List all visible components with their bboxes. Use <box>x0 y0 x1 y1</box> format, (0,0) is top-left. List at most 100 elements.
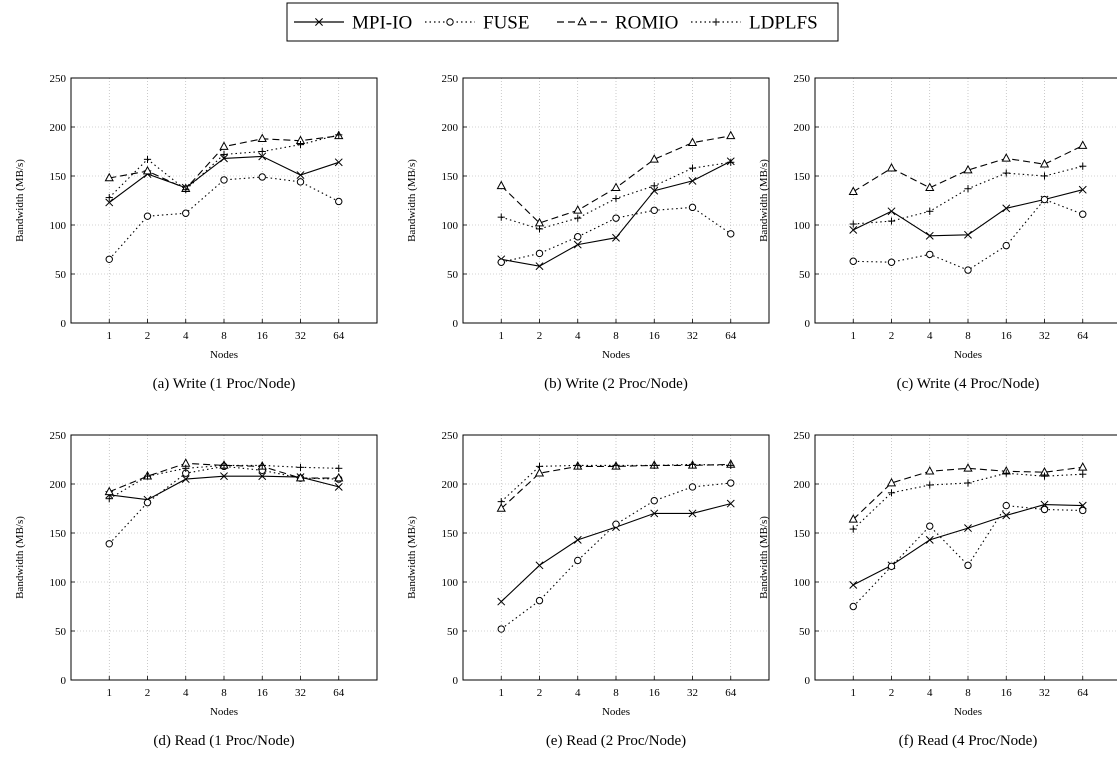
data-point <box>612 214 620 222</box>
x-tick-label: 1 <box>499 330 505 342</box>
y-tick-label: 150 <box>794 528 811 540</box>
y-tick-label: 0 <box>453 675 459 687</box>
x-axis-label: Nodes <box>210 349 238 361</box>
x-tick-label: 2 <box>537 687 543 699</box>
data-point <box>849 257 857 265</box>
data-point <box>105 495 113 503</box>
chart-caption: (a) Write (1 Proc/Node) <box>153 376 296 392</box>
data-point <box>497 213 505 221</box>
legend-item-mpi-io: MPI-IO <box>294 13 412 34</box>
data-point <box>887 258 896 266</box>
x-tick-label: 16 <box>257 330 269 342</box>
y-tick-label: 50 <box>799 626 811 638</box>
plot-frame <box>814 77 1117 324</box>
chart-panel-f: 0 50 100 150 200 250 1 2 4 8 16 32 64 Nodes Bandwidth … <box>758 430 1117 749</box>
data-point <box>1002 169 1010 177</box>
y-tick-label: 100 <box>50 577 67 589</box>
y-tick-label: 50 <box>55 626 67 638</box>
data-point <box>849 580 858 589</box>
data-point <box>963 463 973 472</box>
x-tick-label: 32 <box>295 330 306 342</box>
y-tick-label: 0 <box>61 318 67 330</box>
x-axis-label: Nodes <box>954 349 982 361</box>
data-point <box>181 475 190 484</box>
data-point <box>849 225 858 234</box>
data-point <box>964 185 972 193</box>
data-point <box>105 193 113 202</box>
data-point <box>296 171 305 179</box>
data-point <box>926 207 934 215</box>
x-tick-label: 1 <box>499 687 505 699</box>
y-tick-label: 0 <box>805 675 811 687</box>
data-point <box>257 133 267 143</box>
data-point <box>1079 162 1087 170</box>
data-point <box>1001 153 1011 162</box>
data-point <box>688 164 697 172</box>
data-point <box>964 230 972 239</box>
data-point <box>104 172 114 182</box>
chart-caption: (d) Read (1 Proc/Node) <box>153 733 294 749</box>
x-tick-label: 4 <box>183 687 189 699</box>
chart-panel-c: 0 50 100 150 200 250 1 2 4 8 16 32 64 Nodes Bandwidth … <box>758 73 1117 392</box>
data-point <box>612 461 620 469</box>
x-tick-label: 16 <box>257 687 269 699</box>
data-point <box>334 158 343 167</box>
data-point <box>612 520 620 528</box>
x-tick-label: 8 <box>221 687 227 699</box>
data-point <box>687 137 698 146</box>
legend-item-romio: ROMIO <box>557 13 678 34</box>
data-point <box>258 461 266 469</box>
series-line <box>109 464 339 500</box>
legend-marker-triangle <box>577 16 587 26</box>
data-point <box>1079 470 1087 478</box>
data-point <box>1040 172 1049 180</box>
data-point <box>964 561 972 570</box>
data-point <box>650 206 658 215</box>
data-point <box>334 472 344 482</box>
data-point <box>925 231 934 240</box>
data-point <box>688 203 697 212</box>
data-point <box>1078 140 1088 149</box>
data-point <box>573 535 582 544</box>
x-tick-label: 32 <box>1039 687 1050 699</box>
data-point <box>849 220 857 228</box>
data-point <box>925 535 934 544</box>
chart-panel-e: 0 50 100 150 200 250 1 2 4 8 16 32 64 Nodes Bandwidth … <box>406 430 770 749</box>
data-point <box>497 258 505 266</box>
data-point <box>650 509 659 518</box>
x-tick-label: 8 <box>965 687 971 699</box>
x-tick-label: 2 <box>145 687 151 699</box>
data-point <box>335 464 343 472</box>
data-point <box>220 472 228 481</box>
data-point <box>574 461 582 469</box>
y-tick-label: 150 <box>794 171 811 183</box>
data-point <box>258 173 266 181</box>
series-line <box>109 475 339 501</box>
data-point <box>574 214 582 222</box>
data-point <box>219 141 229 150</box>
data-point <box>649 154 659 163</box>
data-point <box>535 462 544 470</box>
y-tick-label: 200 <box>442 122 459 134</box>
data-point <box>926 522 934 530</box>
series-romio <box>848 140 1088 195</box>
data-point <box>535 249 544 258</box>
x-tick-label: 32 <box>1039 330 1050 342</box>
x-tick-label: 1 <box>851 687 857 699</box>
data-point <box>220 154 228 163</box>
data-point <box>727 230 735 238</box>
data-point <box>296 463 305 471</box>
data-point <box>650 182 658 190</box>
data-point <box>650 496 658 505</box>
data-point <box>688 460 697 468</box>
x-tick-label: 64 <box>333 687 345 699</box>
data-point <box>887 217 896 225</box>
data-point <box>964 524 972 533</box>
data-point <box>726 130 736 140</box>
x-tick-label: 32 <box>687 330 698 342</box>
data-point <box>105 255 113 263</box>
x-tick-label: 64 <box>725 687 737 699</box>
data-point <box>535 561 544 570</box>
legend-marker-o <box>446 18 454 26</box>
